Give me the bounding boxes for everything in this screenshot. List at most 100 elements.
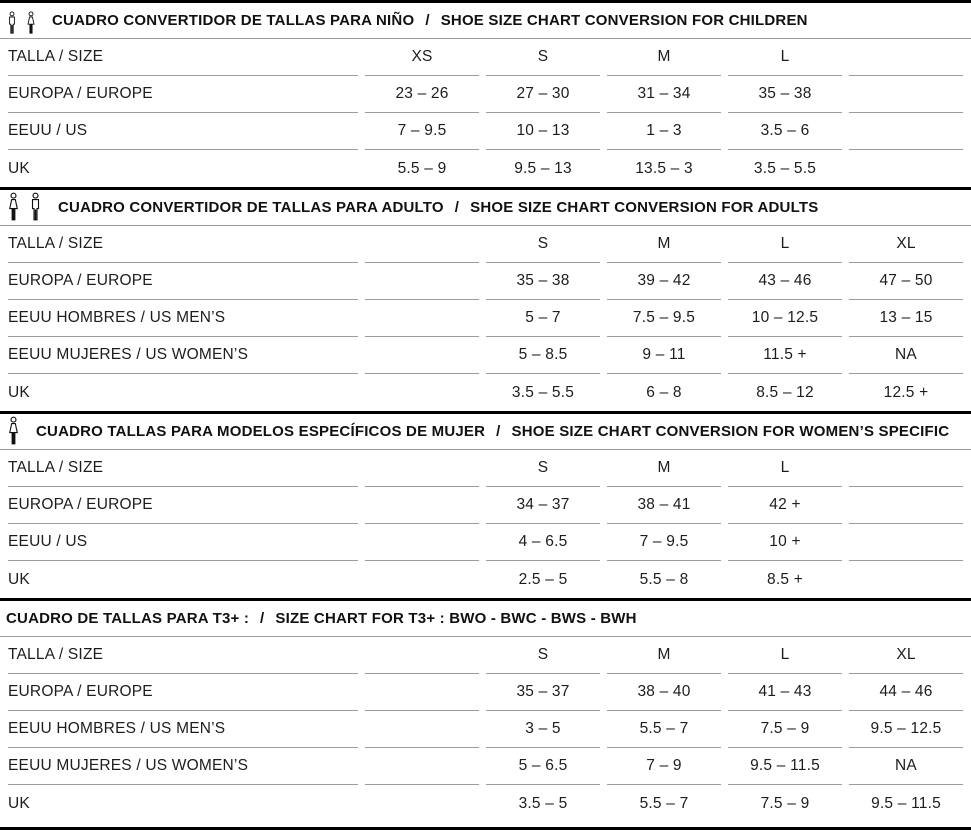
table-cell: M <box>607 39 721 76</box>
section-title-en: SHOE SIZE CHART CONVERSION FOR ADULTS <box>470 199 819 216</box>
table-cell: 9.5 – 11.5 <box>728 748 842 785</box>
row-label: TALLA / SIZE <box>8 637 358 674</box>
table-cell: NA <box>849 748 963 785</box>
section-women-specific: CUADRO TALLAS PARA MODELOS ESPECÍFICOS D… <box>0 411 971 598</box>
table-row: TALLA / SIZE S M L XL <box>0 637 971 674</box>
table-cell: 38 – 41 <box>607 487 721 524</box>
section-title-es: CUADRO DE TALLAS PARA T3+ : <box>6 610 250 627</box>
row-label: UK <box>8 570 30 588</box>
table-cell <box>365 487 479 524</box>
table-cell: M <box>607 637 721 674</box>
table-cell: 35 – 38 <box>486 263 600 300</box>
table-cell: 23 – 26 <box>365 76 479 113</box>
adult-man-icon <box>31 192 40 221</box>
section-icons <box>6 10 37 38</box>
section-title-es: CUADRO CONVERTIDOR DE TALLAS PARA NIÑO <box>52 12 415 29</box>
adult-woman-icon <box>9 192 18 221</box>
table-cell: 7 – 9 <box>607 748 721 785</box>
table-row: EEUU HOMBRES / US MEN’S 3 – 5 5.5 – 7 7.… <box>0 711 971 748</box>
table-cell: 10 – 13 <box>486 113 600 150</box>
table-row: UK 3.5 – 5.5 6 – 8 8.5 – 12 12.5 + <box>0 374 971 411</box>
table-cell <box>365 711 479 748</box>
child-girl-icon <box>27 11 35 34</box>
table-row: TALLA / SIZE S M L XL <box>0 226 971 263</box>
table-cell: 10 – 12.5 <box>728 300 842 337</box>
table-cell: S <box>486 637 600 674</box>
table-cell: 47 – 50 <box>849 263 963 300</box>
table-cell: 5 – 8.5 <box>486 337 600 374</box>
table-cell: 43 – 46 <box>728 263 842 300</box>
table-cell: 9 – 11 <box>607 337 721 374</box>
table-cell: 11.5 + <box>728 337 842 374</box>
table-cell <box>849 524 963 561</box>
table-cell: 5.5 – 7 <box>607 711 721 748</box>
table-row: UK 2.5 – 5 5.5 – 8 8.5 + <box>0 561 971 598</box>
table-row: UK 5.5 – 9 9.5 – 13 13.5 – 3 3.5 – 5.5 <box>0 150 971 187</box>
table-cell: 5 – 6.5 <box>486 748 600 785</box>
woman-icon <box>9 416 18 445</box>
table-row: EEUU / US 7 – 9.5 10 – 13 1 – 3 3.5 – 6 <box>0 113 971 150</box>
table-cell: 7 – 9.5 <box>607 524 721 561</box>
table-cell: 38 – 40 <box>607 674 721 711</box>
table-row: EUROPA / EUROPE 23 – 26 27 – 30 31 – 34 … <box>0 76 971 113</box>
row-label: EUROPA / EUROPE <box>8 76 358 113</box>
table-cell: 13 – 15 <box>849 300 963 337</box>
section-t3plus: CUADRO DE TALLAS PARA T3+ : / SIZE CHART F… <box>0 598 971 822</box>
child-boy-icon <box>9 11 15 34</box>
row-label: TALLA / SIZE <box>8 226 358 263</box>
table-cell <box>849 113 963 150</box>
table-row: EEUU MUJERES / US WOMEN’S 5 – 6.5 7 – 9 … <box>0 748 971 785</box>
table-cell: 2.5 – 5 <box>518 570 568 588</box>
row-label: EEUU HOMBRES / US MEN’S <box>8 711 358 748</box>
section-title-es: CUADRO CONVERTIDOR DE TALLAS PARA ADULTO <box>58 199 444 216</box>
table-cell: L <box>728 450 842 487</box>
table-cell: 41 – 43 <box>728 674 842 711</box>
table-cell: 6 – 8 <box>646 383 682 401</box>
title-separator: / <box>454 199 460 216</box>
table-cell: 8.5 + <box>767 570 803 588</box>
section-title-en: SHOE SIZE CHART CONVERSION FOR WOMEN’S S… <box>511 423 950 440</box>
table-cell: 10 + <box>728 524 842 561</box>
table-row: EUROPA / EUROPE 35 – 37 38 – 40 41 – 43 … <box>0 674 971 711</box>
table-row: EEUU HOMBRES / US MEN’S 5 – 7 7.5 – 9.5 … <box>0 300 971 337</box>
table-cell: S <box>486 39 600 76</box>
table-cell: 5.5 – 7 <box>639 794 689 812</box>
table-cell: 1 – 3 <box>607 113 721 150</box>
table-cell: 27 – 30 <box>486 76 600 113</box>
row-label: EEUU MUJERES / US WOMEN’S <box>8 337 358 374</box>
table-cell: 3.5 – 6 <box>728 113 842 150</box>
table-cell: 8.5 – 12 <box>756 383 814 401</box>
table-cell: 5.5 – 9 <box>397 159 447 177</box>
section-title-en: SHOE SIZE CHART CONVERSION FOR CHILDREN <box>440 12 808 29</box>
section-title: CUADRO CONVERTIDOR DE TALLAS PARA ADULTO… <box>58 199 818 216</box>
title-separator: / <box>425 12 430 29</box>
table-cell: 35 – 38 <box>728 76 842 113</box>
table-cell: 39 – 42 <box>607 263 721 300</box>
table-cell: L <box>728 39 842 76</box>
table-cell: 44 – 46 <box>849 674 963 711</box>
section-header-children: CUADRO CONVERTIDOR DE TALLAS PARA NIÑO / S… <box>0 3 971 39</box>
table-cell: 9.5 – 11.5 <box>871 794 941 812</box>
table-cell: XL <box>849 637 963 674</box>
table-cell <box>849 76 963 113</box>
table-cell <box>365 561 479 598</box>
table-cell: M <box>607 226 721 263</box>
table-cell: 4 – 6.5 <box>486 524 600 561</box>
table-cell <box>849 150 963 187</box>
table-cell: 3.5 – 5.5 <box>753 159 817 177</box>
table-cell: 9.5 – 13 <box>514 159 572 177</box>
table-cell <box>365 785 479 822</box>
section-header-adults: CUADRO CONVERTIDOR DE TALLAS PARA ADULTO… <box>0 190 971 226</box>
section-header-women: CUADRO TALLAS PARA MODELOS ESPECÍFICOS D… <box>0 414 971 450</box>
table-cell: NA <box>849 337 963 374</box>
table-cell: 7.5 – 9 <box>760 794 810 812</box>
title-separator: / <box>260 610 265 627</box>
table-cell: 5 – 7 <box>486 300 600 337</box>
table-row: UK 3.5 – 5 5.5 – 7 7.5 – 9 9.5 – 11.5 <box>0 785 971 822</box>
table-cell <box>849 561 963 598</box>
section-title: CUADRO TALLAS PARA MODELOS ESPECÍFICOS D… <box>36 423 949 440</box>
table-cell: 3 – 5 <box>486 711 600 748</box>
row-label: UK <box>8 159 30 177</box>
row-label: EUROPA / EUROPE <box>8 674 358 711</box>
table-cell: 5.5 – 8 <box>639 570 689 588</box>
